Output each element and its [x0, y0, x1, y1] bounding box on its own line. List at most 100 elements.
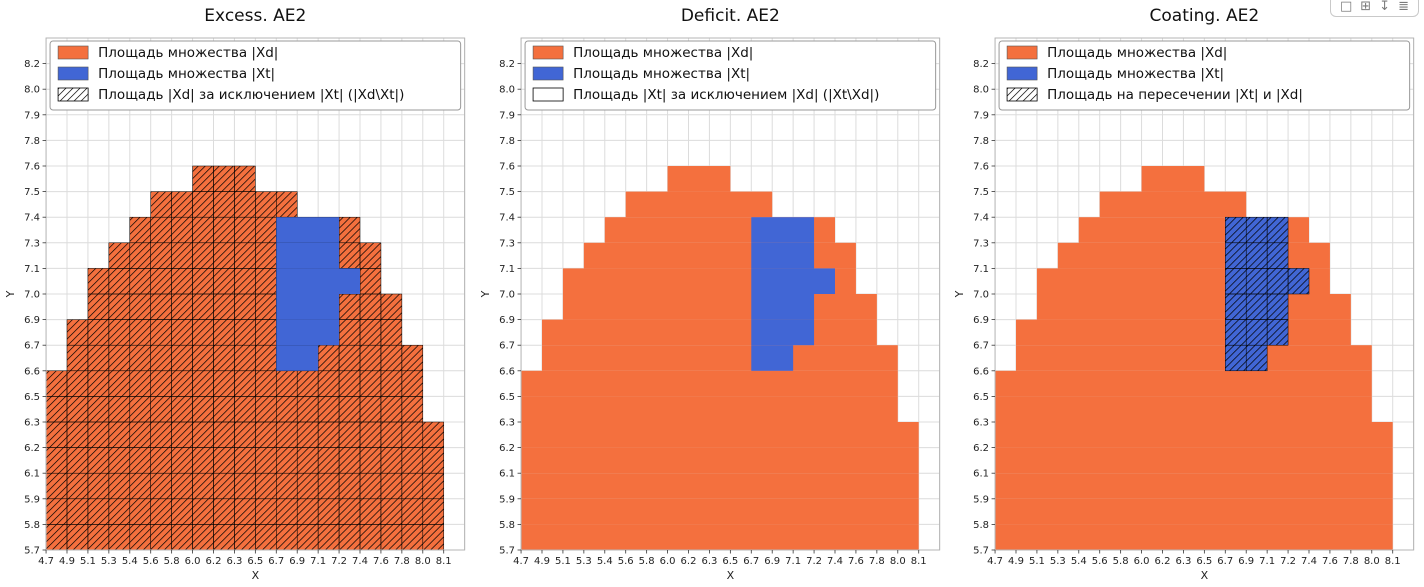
legend-swatch-hatch — [1006, 87, 1038, 102]
svg-text:7.6: 7.6 — [848, 556, 864, 567]
svg-text:4.7: 4.7 — [513, 556, 529, 567]
svg-text:6.7: 6.7 — [973, 341, 989, 352]
legend-label: Площадь множества |Xd| — [98, 45, 278, 61]
y-tick-labels: 5.7 5.8 5.9 6.1 6.2 6.3 6.5 6.6 6.7 6.9 7.0 7.1 7.3 7… — [499, 59, 521, 556]
svg-text:7.1: 7.1 — [973, 264, 989, 275]
svg-text:7.4: 7.4 — [973, 213, 989, 224]
legend: Площадь множества |Xd| Площадь множества … — [49, 40, 462, 111]
svg-text:6.9: 6.9 — [1239, 556, 1255, 567]
svg-text:7.5: 7.5 — [973, 187, 989, 198]
download-icon[interactable]: ↧ — [1379, 0, 1391, 14]
svg-text:7.0: 7.0 — [499, 290, 515, 301]
svg-text:5.9: 5.9 — [973, 494, 989, 505]
svg-text:8.0: 8.0 — [499, 85, 515, 96]
chart-title: Deficit. AE2 — [680, 6, 779, 26]
svg-text:6.0: 6.0 — [1134, 556, 1150, 567]
legend-label: Площадь множества |Xd| — [1047, 45, 1227, 61]
svg-text:6.5: 6.5 — [499, 392, 515, 403]
svg-text:5.9: 5.9 — [499, 494, 515, 505]
svg-text:8.1: 8.1 — [436, 556, 452, 567]
svg-text:8.1: 8.1 — [1385, 556, 1401, 567]
zoom-icon[interactable]: ⊞ — [1360, 0, 1372, 14]
hatch-overlay — [45, 165, 444, 551]
svg-text:6.3: 6.3 — [24, 418, 40, 429]
svg-text:5.6: 5.6 — [617, 556, 633, 567]
svg-text:6.3: 6.3 — [226, 556, 242, 567]
svg-text:4.9: 4.9 — [1008, 556, 1024, 567]
svg-text:5.4: 5.4 — [596, 556, 612, 567]
svg-text:5.1: 5.1 — [555, 556, 571, 567]
legend-label: Площадь множества |Xd| — [573, 45, 753, 61]
svg-text:6.2: 6.2 — [973, 443, 989, 454]
svg-text:6.1: 6.1 — [973, 469, 989, 480]
svg-text:5.6: 5.6 — [1092, 556, 1108, 567]
svg-text:7.4: 7.4 — [352, 556, 368, 567]
svg-text:5.6: 5.6 — [143, 556, 159, 567]
svg-text:7.3: 7.3 — [499, 238, 515, 249]
svg-text:6.3: 6.3 — [973, 418, 989, 429]
legend-swatch-orange — [532, 45, 564, 60]
legend-item: Площадь |Xd| за исключением |Xt| (|Xd\Xt… — [57, 87, 404, 103]
svg-text:7.1: 7.1 — [310, 556, 326, 567]
svg-text:7.1: 7.1 — [1259, 556, 1275, 567]
svg-text:4.9: 4.9 — [534, 556, 550, 567]
legend-item: Площадь множества |Xd| — [532, 45, 753, 61]
chart-canvas: Excess. AE2 4.7 4.9 5.1 5.3 5.4 5.6 5.8 6.0 6.2 6.… — [4, 6, 466, 582]
svg-text:8.0: 8.0 — [415, 556, 431, 567]
svg-text:5.1: 5.1 — [80, 556, 96, 567]
legend-swatch-orange — [57, 45, 89, 60]
svg-text:7.8: 7.8 — [499, 136, 515, 147]
svg-text:8.0: 8.0 — [24, 85, 40, 96]
y-tick-labels: 5.7 5.8 5.9 6.1 6.2 6.3 6.5 6.6 6.7 6.9 7.0 7.1 7.3 7… — [973, 59, 996, 557]
legend-item: Площадь на пересечении |Xt| и |Xd| — [1006, 87, 1303, 103]
svg-text:7.6: 7.6 — [24, 162, 40, 173]
svg-text:6.5: 6.5 — [973, 392, 989, 403]
svg-text:7.2: 7.2 — [331, 556, 347, 567]
svg-text:7.4: 7.4 — [827, 556, 843, 567]
legend-swatch-outline — [532, 87, 564, 102]
chart-canvas: Deficit. AE2 4.7 4.9 5.1 5.3 5.4 5.6 5.8 6.0 6.2 6… — [479, 6, 940, 582]
svg-text:6.6: 6.6 — [973, 366, 989, 377]
svg-text:7.8: 7.8 — [24, 136, 40, 147]
svg-text:6.2: 6.2 — [680, 556, 696, 567]
svg-text:5.7: 5.7 — [973, 546, 989, 557]
chart-panel-excess: Excess. AE2 4.7 4.9 5.1 5.3 5.4 5.6 5.8 6.0 6.2 6.… — [0, 0, 475, 587]
svg-text:7.9: 7.9 — [24, 110, 40, 121]
legend-swatch-blue — [532, 66, 564, 81]
svg-text:5.3: 5.3 — [1050, 556, 1066, 567]
svg-text:7.5: 7.5 — [24, 187, 40, 198]
svg-text:7.6: 7.6 — [499, 162, 515, 173]
orange-region — [995, 166, 1394, 550]
svg-text:7.6: 7.6 — [973, 162, 989, 173]
svg-text:5.3: 5.3 — [576, 556, 592, 567]
svg-text:8.0: 8.0 — [1364, 556, 1380, 567]
chart-canvas: Coating. AE2 4.7 4.9 5.1 5.3 5.4 5.6 5.8 6.0 6.2 6… — [953, 6, 1415, 582]
y-tick-labels: 5.7 5.8 5.9 6.1 6.2 6.3 6.5 6.6 6.7 6.9 7.0 7.1 7.3 7… — [24, 59, 47, 556]
svg-text:6.7: 6.7 — [499, 341, 515, 352]
x-axis-label: X — [252, 569, 260, 582]
svg-text:5.3: 5.3 — [101, 556, 117, 567]
svg-text:7.4: 7.4 — [24, 213, 40, 224]
svg-text:6.6: 6.6 — [24, 366, 40, 377]
svg-text:8.1: 8.1 — [910, 556, 926, 567]
x-axis-label: X — [726, 569, 734, 582]
svg-text:7.3: 7.3 — [973, 238, 989, 249]
svg-text:7.3: 7.3 — [24, 238, 40, 249]
legend: Площадь множества |Xd| Площадь множества … — [524, 40, 936, 111]
svg-text:7.9: 7.9 — [499, 110, 515, 121]
chart-panel-coating: Coating. AE2 4.7 4.9 5.1 5.3 5.4 5.6 5.8 6.0 6.2 6… — [949, 0, 1424, 587]
svg-text:6.3: 6.3 — [701, 556, 717, 567]
svg-text:8.0: 8.0 — [889, 556, 905, 567]
svg-text:7.8: 7.8 — [394, 556, 410, 567]
select-icon[interactable]: □ — [1339, 0, 1353, 14]
svg-text:6.7: 6.7 — [743, 556, 759, 567]
svg-text:6.1: 6.1 — [499, 469, 515, 480]
legend-item: Площадь множества |Xd| — [57, 45, 278, 61]
legend-swatch-hatch — [57, 87, 89, 102]
svg-text:6.0: 6.0 — [659, 556, 675, 567]
menu-icon[interactable]: ≣ — [1398, 0, 1409, 14]
svg-text:6.5: 6.5 — [247, 556, 263, 567]
figure-toolbar: □ ⊞ ↧ ≣ — [1329, 0, 1419, 17]
svg-text:5.7: 5.7 — [499, 546, 515, 557]
